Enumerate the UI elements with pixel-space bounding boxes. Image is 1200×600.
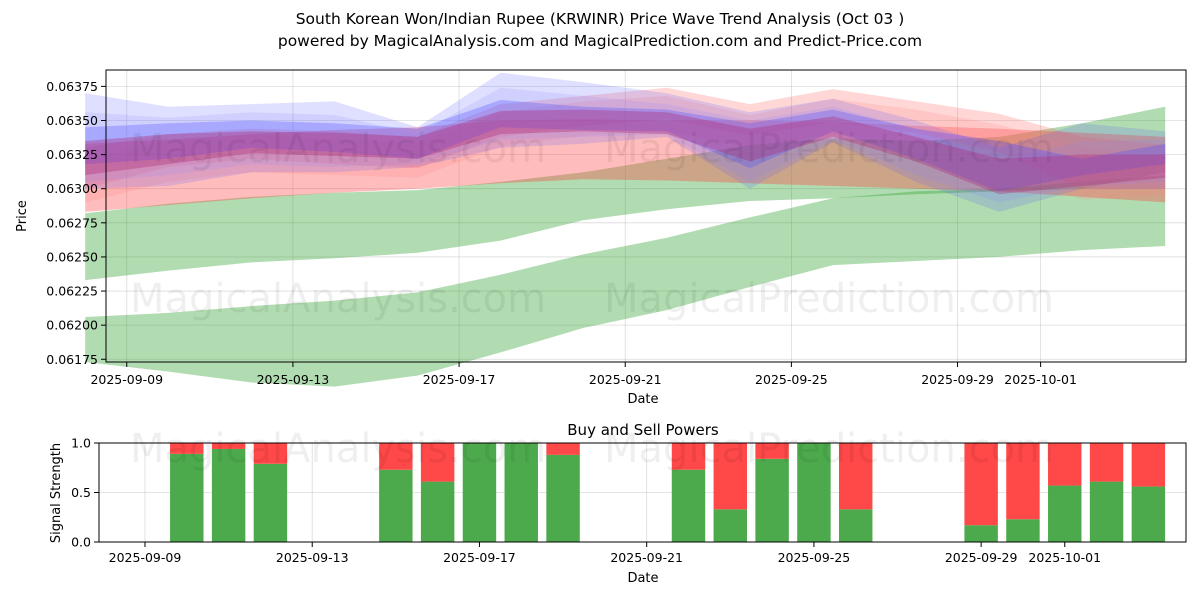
signal-x-tick-label: 2025-09-29	[945, 550, 1018, 565]
watermark-analysis: MagicalAnalysis.com	[130, 126, 546, 172]
watermark-prediction: MagicalPrediction.com	[604, 426, 1054, 472]
signal-chart-xlabel: Date	[627, 571, 658, 586]
price-chart-frame	[105, 69, 1187, 363]
buy-power-bar	[379, 469, 413, 542]
watermark-analysis: MagicalAnalysis.com	[130, 276, 546, 322]
buy-power-bar	[755, 458, 789, 542]
buy-power-bar	[420, 481, 455, 542]
signal-x-tick-label: 2025-09-13	[276, 550, 349, 565]
price-chart-xlabel: Date	[627, 392, 658, 407]
price-wave-band	[85, 109, 1166, 195]
sell-power-bar	[546, 443, 580, 455]
price-wave-band	[85, 100, 1166, 192]
price-x-tick-label: 2025-09-25	[755, 372, 828, 387]
sell-power-bar	[1089, 443, 1124, 482]
price-y-tick-label: 0.06300	[46, 181, 98, 196]
signal-x-tick-label: 2025-09-17	[443, 550, 516, 565]
price-y-tick-label: 0.06350	[46, 113, 98, 128]
buy-power-bar	[1089, 481, 1124, 542]
watermark-prediction: MagicalPrediction.com	[604, 276, 1054, 322]
sell-power-bar	[1131, 443, 1166, 487]
sell-power-bar	[755, 443, 789, 459]
price-x-tick-label: 2025-09-13	[257, 372, 330, 387]
signal-chart-bars	[170, 443, 1166, 542]
buy-power-bar	[964, 525, 998, 542]
price-x-tick-label: 2025-09-17	[423, 372, 496, 387]
signal-x-tick-label: 2025-09-09	[109, 550, 182, 565]
price-y-tick-label: 0.06225	[46, 284, 98, 299]
sell-power-bar	[671, 443, 706, 470]
price-chart-bands	[85, 72, 1166, 387]
price-chart-axes: 2025-09-09 2025-09-13 2025-09-17 2025-09-21…	[46, 79, 1077, 387]
price-wave-band	[85, 106, 1166, 281]
buy-power-bar	[671, 469, 706, 542]
price-y-tick-label: 0.06325	[46, 147, 98, 162]
price-chart-watermarks: MagicalAnalysis.com MagicalPrediction.co…	[130, 126, 1054, 322]
price-wave-band	[85, 175, 1166, 387]
price-wave-band	[85, 119, 1166, 212]
chart-subtitle: powered by MagicalAnalysis.com and Magic…	[277, 32, 923, 50]
sell-power-bar	[420, 443, 455, 482]
buy-power-bar	[253, 463, 288, 542]
signal-chart-ylabel: Signal Strength	[49, 443, 64, 543]
watermark-analysis: MagicalAnalysis.com	[130, 426, 546, 472]
sell-power-bar	[713, 443, 748, 510]
sell-power-bar	[211, 443, 246, 449]
price-chart-ylabel: Price	[15, 200, 30, 232]
signal-y-tick-label: 1.0	[71, 436, 91, 451]
price-x-tick-label: 2025-09-21	[589, 372, 662, 387]
buy-power-bar	[462, 443, 497, 542]
buy-power-bar	[1048, 485, 1082, 542]
sell-power-bar	[1048, 443, 1082, 486]
chart-titles: South Korean Won/Indian Rupee (KRWINR) P…	[0, 8, 1200, 52]
signal-chart-title: Buy and Sell Powers	[567, 421, 719, 439]
price-y-tick-label: 0.06375	[46, 79, 98, 94]
price-x-tick-label: 2025-09-29	[921, 372, 994, 387]
signal-x-tick-label: 2025-09-25	[778, 550, 851, 565]
watermark-prediction: MagicalPrediction.com	[604, 126, 1054, 172]
price-y-tick-label: 0.06175	[46, 352, 98, 367]
signal-x-tick-label: 2025-09-21	[610, 550, 683, 565]
price-x-tick-label: 2025-10-01	[1004, 372, 1077, 387]
buy-power-bar	[1131, 486, 1166, 542]
price-wave-band	[85, 72, 1166, 212]
sell-power-bar	[253, 443, 288, 464]
sell-power-bar	[838, 443, 873, 510]
price-chart-grid	[106, 70, 1186, 362]
buy-power-bar	[797, 443, 831, 542]
buy-power-bar	[713, 509, 748, 542]
price-wave-band	[85, 95, 1166, 203]
signal-chart-watermarks: MagicalAnalysis.com MagicalPrediction.co…	[130, 426, 1054, 472]
sell-power-bar	[964, 443, 998, 526]
signal-y-tick-label: 0.5	[71, 485, 91, 500]
price-wave-band	[85, 87, 1166, 189]
buy-power-bar	[1006, 519, 1040, 542]
chart-title: South Korean Won/Indian Rupee (KRWINR) P…	[295, 10, 905, 28]
price-x-tick-label: 2025-09-09	[90, 372, 163, 387]
price-wave-band	[85, 87, 1166, 203]
sell-power-bar	[379, 443, 413, 470]
sell-power-bar	[170, 443, 204, 454]
signal-chart-axes: 2025-09-09 2025-09-13 2025-09-17 2025-09-21…	[71, 436, 1101, 566]
buy-power-bar	[170, 453, 204, 542]
price-y-tick-label: 0.06200	[46, 318, 98, 333]
signal-x-tick-label: 2025-10-01	[1028, 550, 1101, 565]
buy-power-bar	[546, 454, 580, 542]
sell-power-bar	[1006, 443, 1040, 520]
buy-power-bar	[838, 509, 873, 542]
price-y-tick-label: 0.06250	[46, 249, 98, 264]
buy-power-bar	[211, 448, 246, 542]
signal-y-tick-label: 0.0	[71, 535, 91, 550]
buy-power-bar	[504, 443, 538, 542]
price-y-tick-label: 0.06275	[46, 215, 98, 230]
